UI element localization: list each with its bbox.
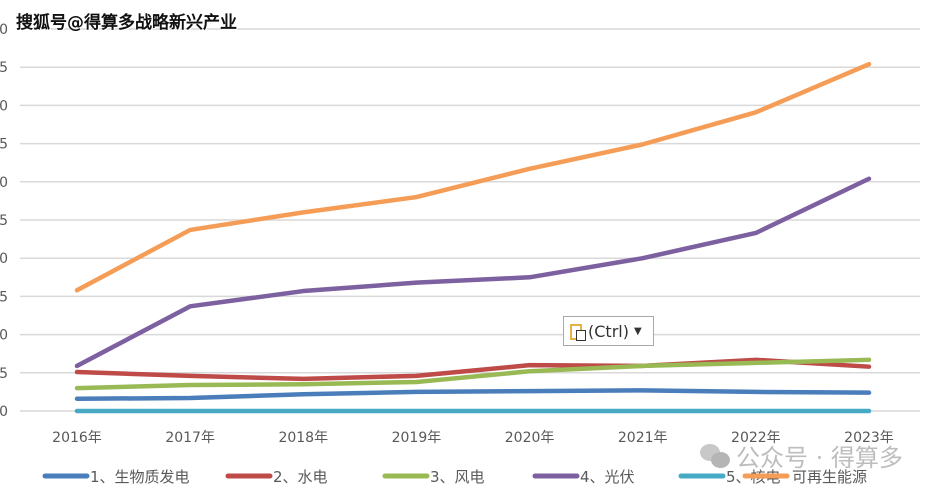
series-line (74, 388, 872, 402)
legend-label: 4、光伏 (580, 468, 635, 486)
paste-options-button[interactable]: (Ctrl) ▼ (563, 316, 654, 346)
x-tick-label: 2019年 (392, 430, 442, 446)
y-tick-label: 25 (0, 213, 8, 229)
y-tick-label: 45 (0, 60, 8, 76)
paste-options-label: (Ctrl) (588, 321, 629, 341)
y-tick-label: 35 (0, 137, 8, 153)
series-line (74, 357, 872, 382)
x-tick-label: 2020年 (505, 430, 555, 446)
series-line (74, 176, 872, 369)
legend-label: 3、风电 (430, 468, 485, 486)
legend-label: 2、水电 (273, 468, 328, 486)
x-tick-label: 2023年 (844, 430, 894, 446)
y-tick-label: 15 (0, 289, 8, 305)
y-tick-label: 40 (0, 98, 8, 114)
watermark-top: 搜狐号@得算多战略新兴产业 (16, 13, 237, 33)
x-tick-label: 2017年 (165, 430, 215, 446)
y-tick-label: 30 (0, 175, 8, 191)
wechat-icon (700, 443, 730, 468)
y-tick-label: 5 (0, 366, 8, 382)
x-tick-label: 2016年 (52, 430, 102, 446)
caret-down-icon: ▼ (633, 325, 642, 337)
legend-label: 1、生物质发电 (90, 468, 190, 486)
y-tick-label: 10 (0, 328, 8, 344)
x-tick-label: 2022年 (731, 430, 781, 446)
series-line (74, 357, 872, 391)
legend-label: 可再生能源 (792, 468, 867, 486)
x-tick-label: 2021年 (618, 430, 668, 446)
watermark-bottom-text: 公众号 · 得算多 (736, 444, 903, 472)
y-tick-label: 20 (0, 251, 8, 267)
series-line (74, 61, 872, 293)
x-tick-label: 2018年 (278, 430, 328, 446)
clipboard-icon (570, 321, 586, 341)
watermark-bottom: 公众号 · 得算多 (700, 438, 903, 473)
y-tick-label: 0 (0, 404, 8, 420)
y-tick-label: 50 (0, 22, 8, 38)
